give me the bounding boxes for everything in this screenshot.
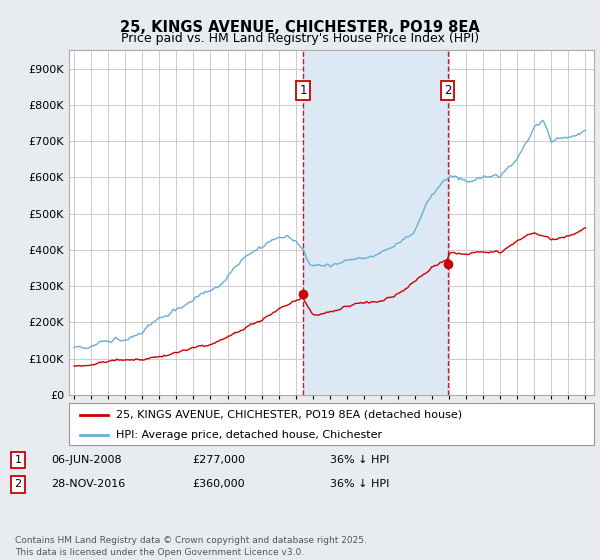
Text: 1: 1 — [14, 455, 22, 465]
Bar — [303, 50, 448, 395]
Text: 25, KINGS AVENUE, CHICHESTER, PO19 8EA (detached house): 25, KINGS AVENUE, CHICHESTER, PO19 8EA (… — [116, 410, 463, 420]
Text: 36% ↓ HPI: 36% ↓ HPI — [330, 479, 389, 489]
Text: 2: 2 — [14, 479, 22, 489]
Text: HPI: Average price, detached house, Chichester: HPI: Average price, detached house, Chic… — [116, 430, 382, 440]
Text: Contains HM Land Registry data © Crown copyright and database right 2025.
This d: Contains HM Land Registry data © Crown c… — [15, 536, 367, 557]
Text: £360,000: £360,000 — [192, 479, 245, 489]
Text: Price paid vs. HM Land Registry's House Price Index (HPI): Price paid vs. HM Land Registry's House … — [121, 32, 479, 45]
Text: 06-JUN-2008: 06-JUN-2008 — [51, 455, 122, 465]
Text: 28-NOV-2016: 28-NOV-2016 — [51, 479, 125, 489]
Text: 25, KINGS AVENUE, CHICHESTER, PO19 8EA: 25, KINGS AVENUE, CHICHESTER, PO19 8EA — [120, 20, 480, 35]
Text: 1: 1 — [299, 84, 307, 97]
Text: 36% ↓ HPI: 36% ↓ HPI — [330, 455, 389, 465]
Text: £277,000: £277,000 — [192, 455, 245, 465]
Text: 2: 2 — [444, 84, 451, 97]
